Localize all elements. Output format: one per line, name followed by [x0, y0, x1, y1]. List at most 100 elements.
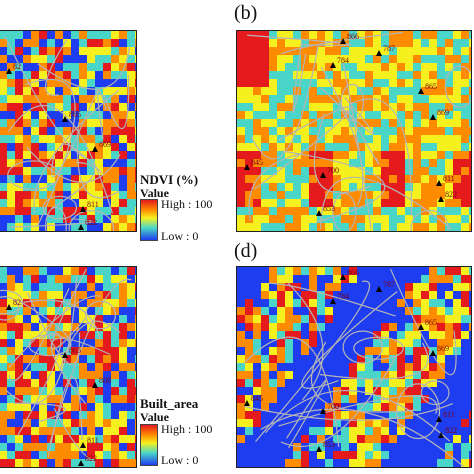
raster-cell	[245, 215, 253, 223]
raster-cell	[23, 79, 31, 87]
raster-cell	[461, 119, 469, 127]
raster-cell	[119, 283, 127, 291]
raster-cell	[445, 355, 453, 363]
raster-cell	[7, 143, 15, 151]
raster-cell	[333, 283, 341, 291]
raster-cell	[461, 371, 469, 379]
raster-cell	[71, 47, 79, 55]
raster-cell	[111, 119, 119, 127]
raster-cell	[63, 207, 71, 215]
raster-cell	[341, 215, 349, 223]
raster-cell	[397, 39, 405, 47]
raster-cell	[373, 87, 381, 95]
raster-cell	[389, 347, 397, 355]
raster-cell	[95, 387, 103, 395]
raster-cell	[453, 307, 461, 315]
legend-ndvi-low: Low : 0	[161, 229, 199, 243]
raster-cell	[373, 143, 381, 151]
raster-cell	[381, 379, 389, 387]
raster-cell	[285, 87, 293, 95]
raster-cell	[269, 299, 277, 307]
raster-cell	[421, 395, 429, 403]
raster-cell	[317, 379, 325, 387]
raster-cell	[349, 183, 357, 191]
raster-cell	[127, 31, 135, 39]
raster-cell	[325, 63, 333, 71]
raster-cell	[397, 419, 405, 427]
raster-cell	[269, 143, 277, 151]
raster-cell	[429, 175, 437, 183]
raster-cell	[39, 435, 47, 443]
raster-cell	[341, 47, 349, 55]
raster-cell	[357, 371, 365, 379]
raster-cell	[285, 275, 293, 283]
raster-cell	[365, 63, 373, 71]
raster-cell	[63, 119, 71, 127]
raster-cell	[397, 371, 405, 379]
raster-cell	[445, 275, 453, 283]
raster-cell	[373, 267, 381, 275]
raster-cell	[23, 427, 31, 435]
raster-cell	[261, 459, 269, 467]
raster-cell	[47, 119, 55, 127]
raster-cell	[445, 55, 453, 63]
raster-cell	[445, 39, 453, 47]
raster-cell	[111, 71, 119, 79]
raster-cell	[301, 427, 309, 435]
raster-cell	[63, 291, 71, 299]
raster-cell	[71, 411, 79, 419]
raster-cell	[71, 459, 79, 467]
station-marker-icon	[340, 274, 346, 280]
raster-cell	[293, 111, 301, 119]
raster-cell	[23, 387, 31, 395]
raster-cell	[381, 419, 389, 427]
raster-cell	[71, 419, 79, 427]
raster-cell	[357, 275, 365, 283]
raster-cell	[405, 199, 413, 207]
raster-cell	[111, 291, 119, 299]
raster-cell	[0, 395, 7, 403]
road-line	[8, 288, 70, 382]
raster-cell	[285, 459, 293, 467]
raster-cell	[119, 119, 127, 127]
raster-cell	[421, 127, 429, 135]
raster-cell	[341, 299, 349, 307]
raster-cell	[15, 111, 23, 119]
raster-cell	[469, 355, 471, 363]
raster-cell	[119, 403, 127, 411]
raster-cell	[341, 315, 349, 323]
raster-cell	[0, 363, 7, 371]
road-line	[76, 122, 120, 199]
raster-cell	[7, 39, 15, 47]
station-label: 787	[383, 280, 395, 289]
raster-cell	[269, 71, 277, 79]
raster-cell	[71, 435, 79, 443]
raster-cell	[135, 119, 136, 127]
raster-cell	[333, 207, 341, 215]
raster-cell	[325, 427, 333, 435]
station-label: 811	[443, 410, 455, 419]
raster-cell	[277, 159, 285, 167]
raster-cell	[87, 39, 95, 47]
raster-cell	[253, 395, 261, 403]
raster-cell	[461, 199, 469, 207]
raster-cell	[103, 207, 111, 215]
raster-cell	[421, 199, 429, 207]
raster-cell	[7, 427, 15, 435]
raster-cell	[23, 111, 31, 119]
raster-cell	[253, 159, 261, 167]
road-loop	[7, 160, 60, 190]
raster-cell	[453, 275, 461, 283]
raster-cell	[95, 459, 103, 467]
raster-cell	[469, 291, 471, 299]
raster-cell	[269, 427, 277, 435]
raster-cell	[293, 275, 301, 283]
raster-cell	[461, 143, 469, 151]
raster-cell	[261, 283, 269, 291]
raster-cell	[413, 151, 421, 159]
raster-cell	[277, 207, 285, 215]
raster-cell	[349, 347, 357, 355]
raster-cell	[87, 275, 95, 283]
raster-cell	[55, 31, 63, 39]
raster-cell	[469, 127, 471, 135]
